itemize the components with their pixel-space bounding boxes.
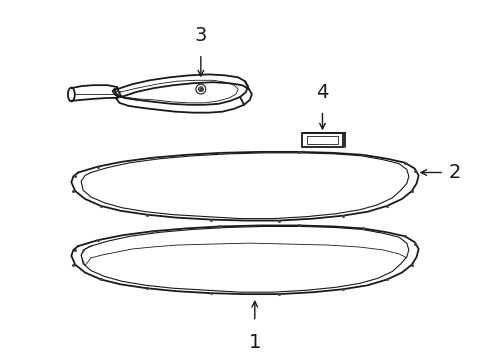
Text: 4: 4	[316, 83, 328, 102]
Text: 2: 2	[448, 163, 461, 182]
Text: 1: 1	[248, 333, 261, 352]
Bar	[301, 133, 343, 147]
Bar	[306, 136, 338, 144]
Text: 3: 3	[194, 26, 206, 45]
